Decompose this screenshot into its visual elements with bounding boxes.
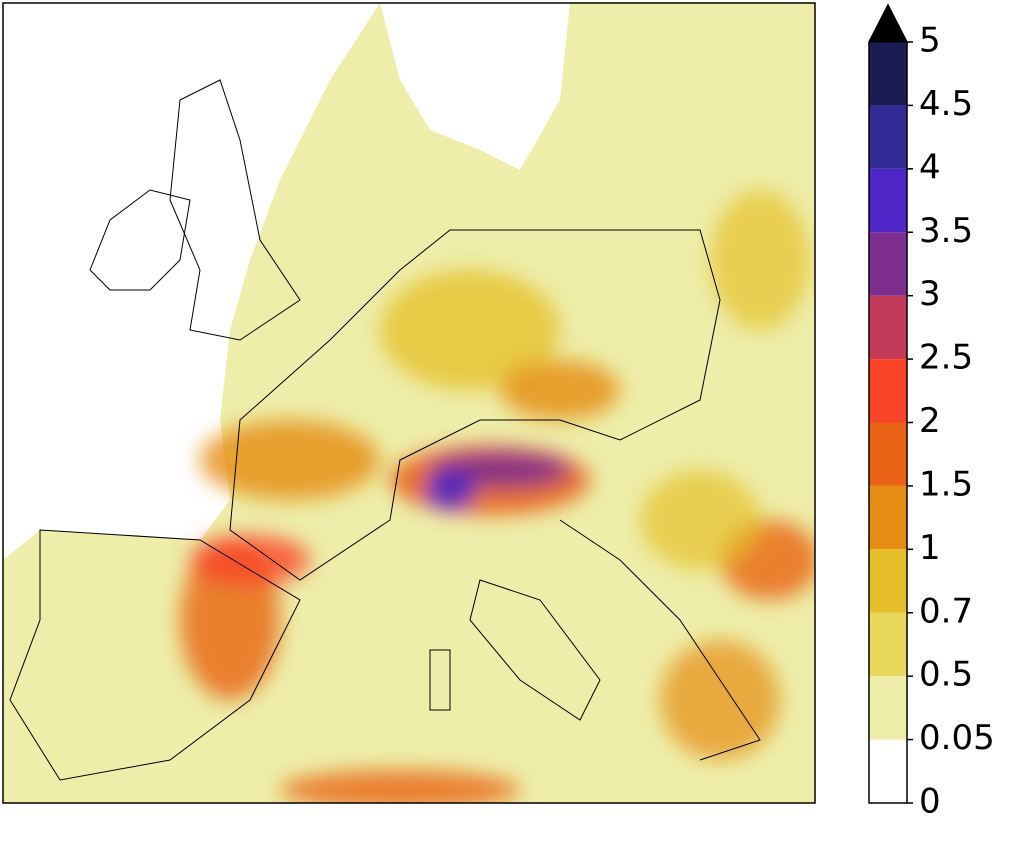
colorbar-tick-label: 0: [919, 782, 941, 822]
coastlines: [9, 79, 761, 781]
colorbar-bin: [869, 549, 907, 613]
colorbar-bin: [869, 359, 907, 423]
colorbar-extend: [868, 3, 908, 43]
colorbar: 0 0.05 0.5 0.7 1 1.5 2 2.5 3 3.5 4 4.5 5: [868, 3, 995, 822]
colorbar-bin: [869, 676, 907, 740]
colorbar-bin: [869, 232, 907, 296]
colorbar-bin: [869, 295, 907, 360]
colorbar-bin: [869, 168, 907, 233]
map: [3, 3, 815, 803]
colorbar-tick-label: 1.5: [919, 464, 973, 504]
map-frame: [2, 2, 816, 804]
colorbar-bin: [869, 42, 907, 106]
colorbar-bin: [869, 612, 907, 677]
colorbar-tick-label: 3.5: [919, 211, 973, 251]
colorbar-tick-label: 2: [919, 401, 941, 441]
colorbar-tick-label: 4.5: [919, 84, 973, 124]
colorbar-bin: [869, 485, 907, 550]
colorbar-tick-label: 5: [919, 21, 941, 61]
colorbar-bin: [869, 739, 907, 803]
colorbar-tick-label: 0.5: [919, 655, 973, 695]
colorbar-tick-label: 0.7: [919, 591, 973, 631]
ocean: [3, 3, 380, 560]
colorbar-bin: [869, 422, 907, 486]
colorbar-tick-label: 3: [919, 274, 941, 314]
north-sea: [380, 3, 570, 170]
colorbar-tick-label: 4: [919, 147, 941, 187]
colorbar-bin: [869, 105, 907, 169]
colorbar-tick-label: 1: [919, 528, 941, 568]
colorbar-tick-label: 2.5: [919, 338, 973, 378]
colorbar-tick-label: 0.05: [919, 718, 995, 758]
intensity-blobs: [180, 190, 815, 803]
